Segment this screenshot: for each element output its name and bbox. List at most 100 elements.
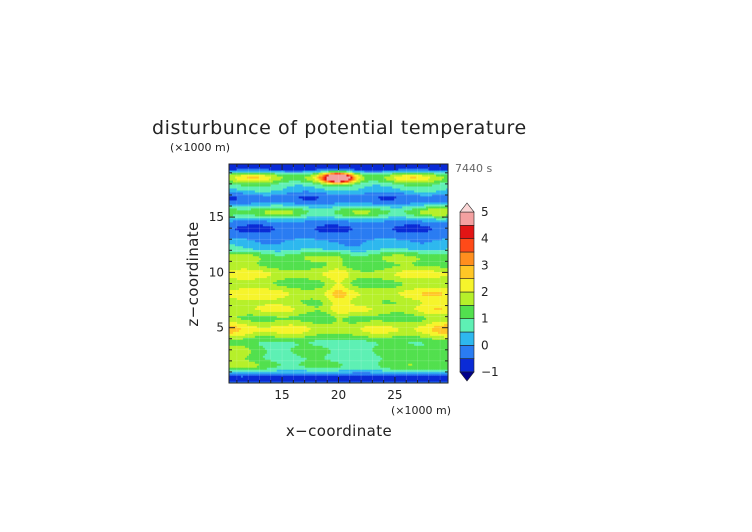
heatmap-cell xyxy=(302,321,306,324)
heatmap-cell xyxy=(276,325,280,328)
heatmap-cell xyxy=(314,353,318,356)
heatmap-cell xyxy=(438,367,441,370)
heatmap-cell xyxy=(229,375,232,378)
heatmap-cell xyxy=(396,357,399,360)
heatmap-cell xyxy=(250,365,254,368)
heatmap-cell xyxy=(444,353,447,356)
heatmap-cell xyxy=(352,357,356,360)
heatmap-cell xyxy=(416,329,419,332)
heatmap-cell xyxy=(252,353,256,356)
heatmap-cell xyxy=(446,327,448,330)
heatmap-cell xyxy=(286,363,290,366)
heatmap-cell xyxy=(414,377,417,380)
heatmap-cell xyxy=(356,367,360,370)
heatmap-cell xyxy=(364,361,367,364)
heatmap-cell xyxy=(372,339,375,342)
heatmap-cell xyxy=(270,321,274,324)
heatmap-cell xyxy=(440,359,443,362)
heatmap-cell xyxy=(408,337,411,340)
heatmap-cell xyxy=(258,325,262,328)
heatmap-cell xyxy=(352,339,356,342)
heatmap-cell xyxy=(378,339,381,342)
heatmap-cell xyxy=(338,359,342,362)
heatmap-cell xyxy=(404,353,407,356)
heatmap-cell xyxy=(390,335,393,338)
heatmap-cell xyxy=(386,375,389,378)
heatmap-cell xyxy=(354,331,358,334)
heatmap-cell xyxy=(406,347,409,350)
heatmap-cell xyxy=(434,345,437,348)
heatmap-cell xyxy=(428,369,431,372)
heatmap-cell xyxy=(362,339,365,342)
heatmap-cell xyxy=(326,369,330,372)
heatmap-cell xyxy=(406,349,409,352)
heatmap-cell xyxy=(264,369,268,372)
heatmap-cell xyxy=(352,377,356,380)
heatmap-cell xyxy=(348,337,352,340)
heatmap-cell xyxy=(446,349,448,352)
heatmap-cell xyxy=(444,381,447,383)
heatmap-cell xyxy=(432,367,435,370)
heatmap-cell xyxy=(394,359,397,362)
heatmap-cell xyxy=(360,365,363,368)
heatmap-cell xyxy=(312,365,316,368)
heatmap-cell xyxy=(360,377,363,380)
heatmap-cell xyxy=(320,329,324,332)
heatmap-cell xyxy=(318,351,322,354)
heatmap-cell xyxy=(238,329,242,332)
heatmap-cell xyxy=(434,331,437,334)
heatmap-cell xyxy=(236,373,240,376)
heatmap-cell xyxy=(394,333,397,336)
heatmap-cell xyxy=(366,381,369,383)
heatmap-cell xyxy=(444,367,447,370)
heatmap-cell xyxy=(254,361,258,364)
heatmap-cell xyxy=(354,359,358,362)
heatmap-cell xyxy=(348,363,352,366)
heatmap-cell xyxy=(344,321,348,324)
heatmap-cell xyxy=(296,347,300,350)
heatmap-cell xyxy=(252,349,256,352)
heatmap-cell xyxy=(440,329,443,332)
heatmap-cell xyxy=(422,369,425,372)
heatmap-cell xyxy=(386,327,389,330)
heatmap-cell xyxy=(438,355,441,358)
heatmap-cell xyxy=(386,331,389,334)
heatmap-cell xyxy=(376,347,379,350)
heatmap-cell xyxy=(242,345,246,348)
heatmap-cell xyxy=(258,347,262,350)
heatmap-cell xyxy=(372,325,375,328)
heatmap-cell xyxy=(262,365,266,368)
heatmap-cell xyxy=(306,355,310,358)
heatmap-cell xyxy=(338,355,342,358)
heatmap-cell xyxy=(322,341,326,344)
heatmap-cell xyxy=(262,371,266,374)
heatmap-cell xyxy=(304,339,308,342)
heatmap-cell xyxy=(284,323,288,326)
heatmap-cell xyxy=(428,335,431,338)
heatmap-cell xyxy=(398,377,401,380)
heatmap-cell xyxy=(386,333,389,336)
heatmap-cell xyxy=(352,323,356,326)
heatmap-cell xyxy=(324,369,328,372)
heatmap-cell xyxy=(370,327,373,330)
heatmap-cell xyxy=(282,375,286,378)
heatmap-cell xyxy=(272,379,276,382)
heatmap-cell xyxy=(298,327,302,330)
heatmap-cell xyxy=(298,331,302,334)
heatmap-cell xyxy=(396,359,399,362)
heatmap-cell xyxy=(358,333,361,336)
heatmap-cell xyxy=(386,371,389,374)
heatmap-cell xyxy=(338,329,342,332)
heatmap-cell xyxy=(338,363,342,366)
heatmap-cell xyxy=(304,355,308,358)
heatmap-cell xyxy=(242,365,246,368)
heatmap-cell xyxy=(416,351,419,354)
heatmap-cell xyxy=(430,337,433,340)
heatmap-cell xyxy=(370,357,373,360)
heatmap-cell xyxy=(324,345,328,348)
heatmap-cell xyxy=(376,337,379,340)
heatmap-cell xyxy=(398,357,401,360)
heatmap-cell xyxy=(404,369,407,372)
heatmap-cell xyxy=(326,381,330,383)
heatmap-cell xyxy=(438,347,441,350)
